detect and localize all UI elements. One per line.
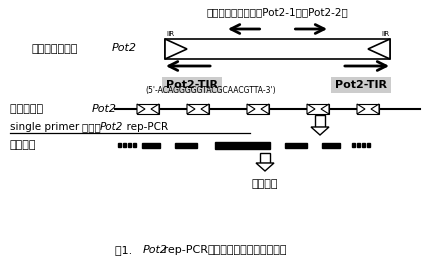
Polygon shape <box>261 104 269 114</box>
Polygon shape <box>151 104 159 114</box>
Bar <box>357 143 360 147</box>
Polygon shape <box>311 127 329 135</box>
Text: 図1.: 図1. <box>115 245 143 255</box>
Bar <box>215 142 270 148</box>
Bar <box>352 143 355 147</box>
Polygon shape <box>256 163 274 171</box>
Polygon shape <box>357 104 365 114</box>
Bar <box>118 143 121 147</box>
Bar <box>133 143 136 147</box>
Bar <box>260 153 270 163</box>
FancyBboxPatch shape <box>331 77 391 93</box>
Text: による: による <box>82 122 104 132</box>
Bar <box>175 143 197 147</box>
Text: 従来のプライマー（Pot2-1，　Pot2-2）: 従来のプライマー（Pot2-1， Pot2-2） <box>207 7 348 17</box>
Bar <box>285 143 307 147</box>
Text: Pot2: Pot2 <box>112 43 137 53</box>
Polygon shape <box>187 104 195 114</box>
Text: rep-PCR: rep-PCR <box>160 245 208 255</box>
Polygon shape <box>321 104 329 114</box>
Text: ゲノム上の: ゲノム上の <box>10 104 46 114</box>
FancyBboxPatch shape <box>162 77 222 93</box>
Bar <box>137 104 159 114</box>
Bar <box>128 143 131 147</box>
Polygon shape <box>371 104 379 114</box>
Bar <box>307 104 329 114</box>
Text: (5'-ACAGGGGGTACGCAACGTTA-3'): (5'-ACAGGGGGTACGCAACGTTA-3') <box>145 86 276 95</box>
Text: プライマー位置: プライマー位置 <box>32 44 78 54</box>
Text: のシングルプライマー設計: のシングルプライマー設計 <box>207 245 286 255</box>
Bar <box>165 39 390 59</box>
Bar <box>187 104 209 114</box>
Polygon shape <box>368 39 390 59</box>
Bar <box>142 143 160 147</box>
Polygon shape <box>165 39 187 59</box>
Polygon shape <box>307 104 315 114</box>
Bar <box>315 115 325 127</box>
Text: Pot2: Pot2 <box>92 104 117 114</box>
Text: single primer: single primer <box>10 122 83 132</box>
Polygon shape <box>137 104 145 114</box>
Bar <box>247 104 269 114</box>
Text: rep-PCR: rep-PCR <box>120 122 168 132</box>
Text: 電気泳動: 電気泳動 <box>252 179 278 189</box>
Bar <box>357 104 379 114</box>
Text: Pot2: Pot2 <box>100 122 123 132</box>
Text: ⅡR: ⅡR <box>166 31 174 37</box>
Text: 増幅産物: 増幅産物 <box>10 140 37 150</box>
Bar <box>322 143 340 147</box>
Text: ⅡR: ⅡR <box>381 31 389 37</box>
Bar <box>362 143 365 147</box>
Polygon shape <box>247 104 255 114</box>
Bar <box>367 143 370 147</box>
Text: Pot2: Pot2 <box>143 245 168 255</box>
Text: Pot2-TIR: Pot2-TIR <box>335 80 387 90</box>
Bar <box>123 143 126 147</box>
Text: Pot2-TIR: Pot2-TIR <box>166 80 218 90</box>
Polygon shape <box>201 104 209 114</box>
